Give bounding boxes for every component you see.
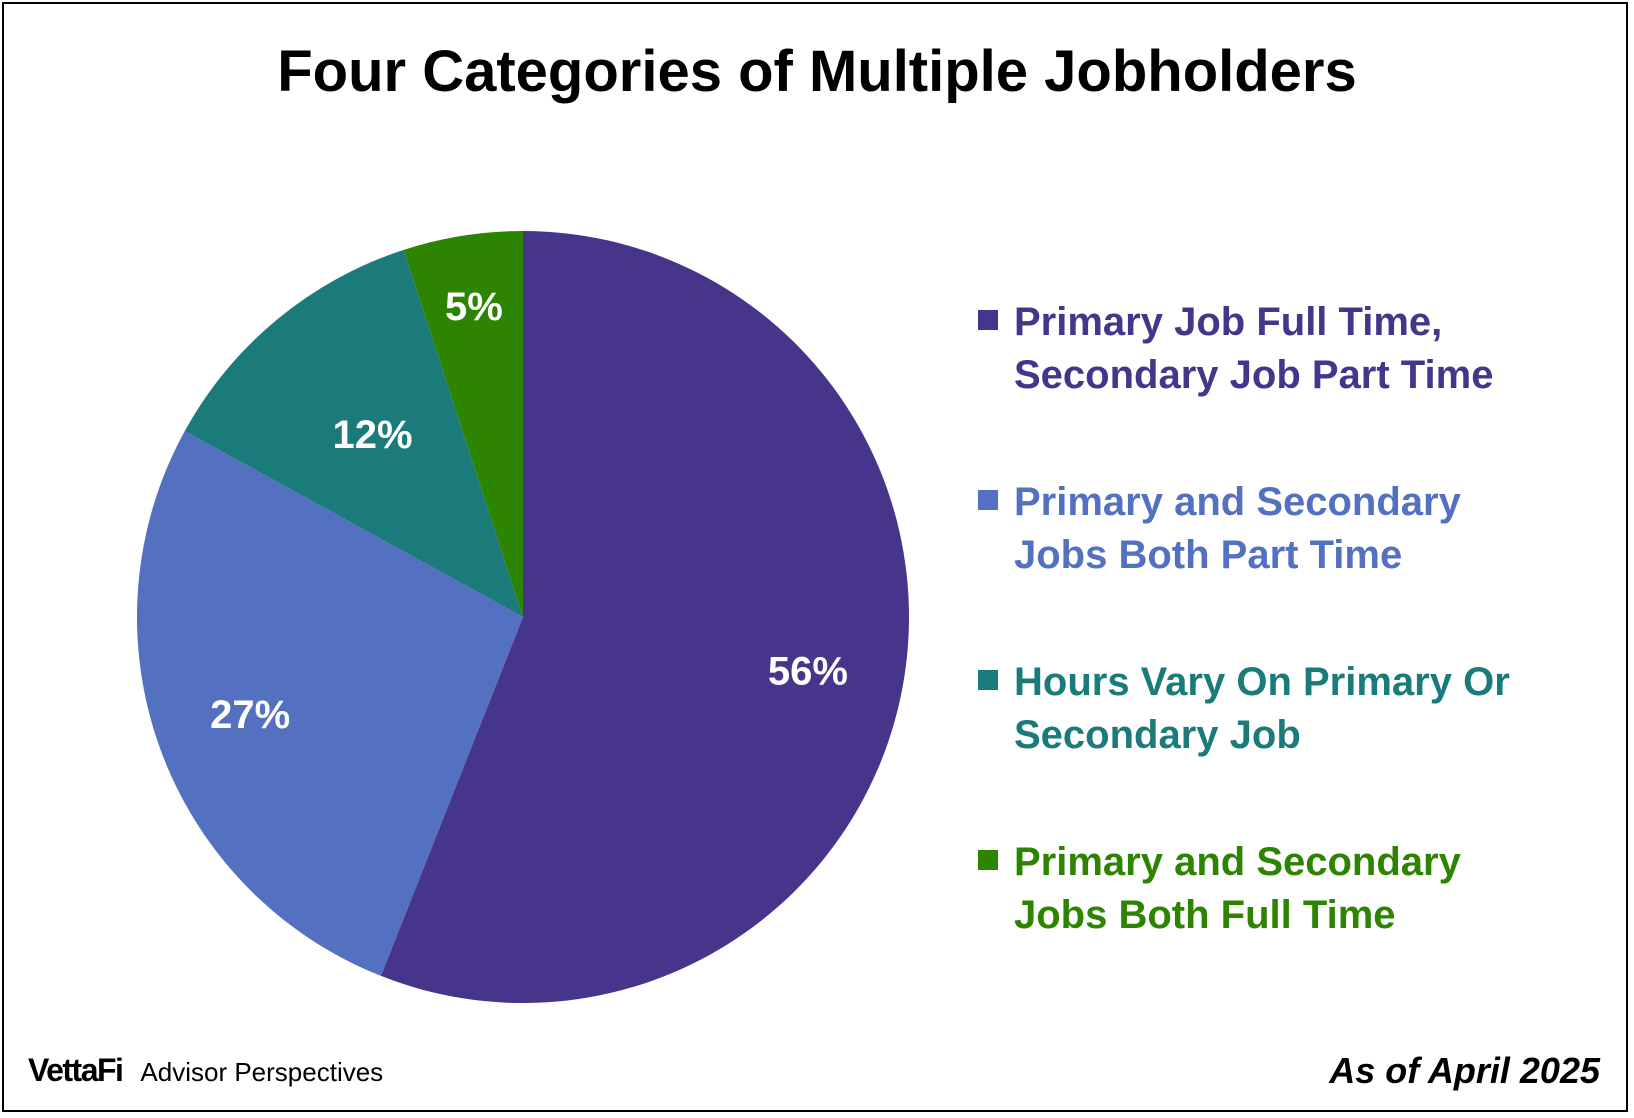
pie-slice: [403, 231, 523, 617]
pie-slices: [137, 231, 910, 1003]
pie-value-label: 56%: [768, 649, 848, 693]
legend-label: Primary and Secondary Jobs Both Full Tim…: [1014, 840, 1461, 937]
legend-swatch: [978, 850, 998, 870]
legend-label: Primary and Secondary Jobs Both Part Tim…: [1014, 480, 1461, 577]
as-of-date: As of April 2025: [1329, 1050, 1600, 1091]
legend-label: Hours Vary On Primary Or Secondary Job: [1014, 660, 1510, 757]
logo-subtitle: Advisor Perspectives: [140, 1057, 384, 1087]
legend-swatch: [978, 670, 998, 690]
pie-slice: [184, 249, 524, 617]
legend-swatch: [978, 490, 998, 510]
chart-title: Four Categories of Multiple Jobholders: [277, 39, 1357, 104]
logo-brand: VettaFi: [28, 1052, 124, 1088]
pie-value-labels: 56% 27% 12% 5%: [210, 285, 848, 737]
legend-swatch: [978, 310, 998, 330]
pie-value-label: 12%: [333, 413, 413, 457]
pie-value-label: 5%: [445, 285, 503, 329]
pie-slice: [380, 231, 910, 1003]
pie-value-label: 27%: [210, 693, 290, 737]
publisher-logo: VettaFi Advisor Perspectives: [28, 1052, 383, 1089]
pie-slice: [137, 431, 523, 976]
legend-label: Primary Job Full Time, Secondary Job Par…: [1014, 300, 1494, 397]
